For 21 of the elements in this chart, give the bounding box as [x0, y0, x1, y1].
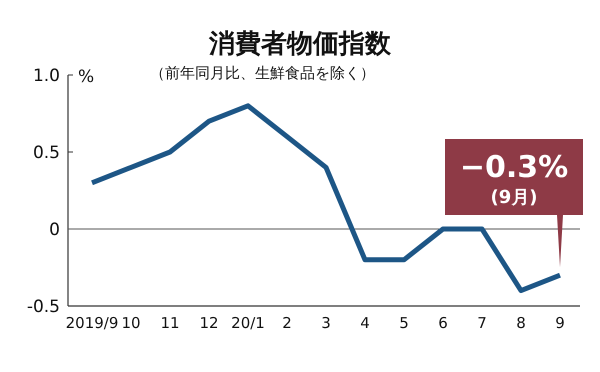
x-tick-label: 20/1 — [231, 314, 265, 332]
x-tick-label: 9 — [555, 314, 565, 332]
y-tick-label: 0 — [49, 220, 60, 240]
annotation: −0.3% (9月) — [460, 150, 568, 208]
x-tick-label: 6 — [438, 314, 448, 332]
x-tick-label: 12 — [199, 314, 219, 332]
x-tick-label: 2019/9 — [66, 314, 118, 332]
y-tick-label: 0.5 — [32, 143, 60, 163]
x-tick-label: 2 — [282, 314, 292, 332]
chart-title: 消費者物価指数 — [208, 29, 392, 59]
x-tick-label: 10 — [121, 314, 141, 332]
x-tick-label: 5 — [399, 314, 409, 332]
x-tick-label: 7 — [477, 314, 487, 332]
chart-subtitle: （前年同月比、生鮮食品を除く） — [150, 64, 375, 82]
x-tick-label: 4 — [360, 314, 370, 332]
y-axis-title: % — [78, 67, 94, 87]
x-tick-label: 8 — [516, 314, 526, 332]
x-tick-label: 3 — [321, 314, 331, 332]
x-tick-label: 11 — [160, 314, 180, 332]
y-tick-label: -0.5 — [26, 297, 60, 317]
y-tick-label: 1.0 — [32, 66, 60, 86]
